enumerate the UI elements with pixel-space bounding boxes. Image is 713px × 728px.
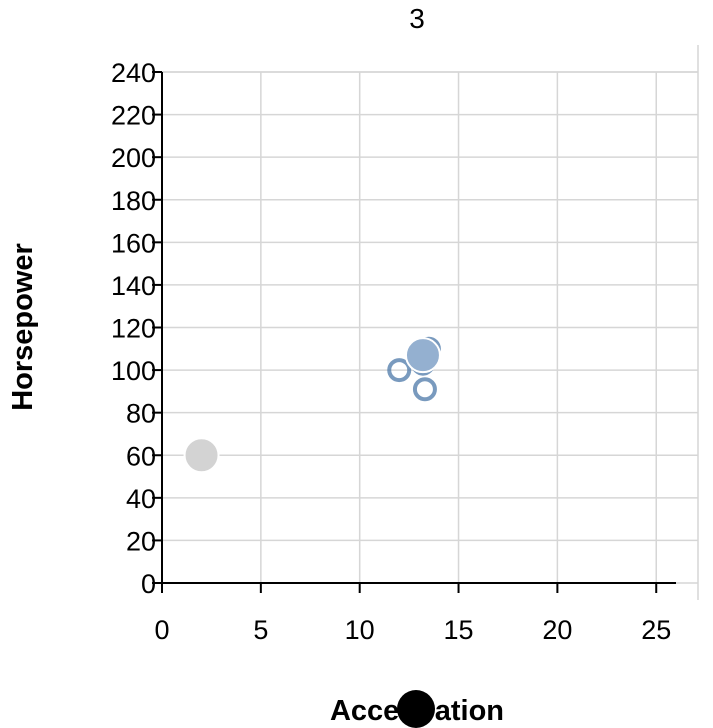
y-tick-label: 220 bbox=[111, 101, 156, 131]
data-points bbox=[183, 336, 441, 474]
grid bbox=[161, 71, 698, 584]
y-tick-label: 20 bbox=[126, 526, 156, 556]
x-tick-label: 25 bbox=[641, 615, 671, 645]
data-point bbox=[183, 437, 220, 474]
y-tick-label: 60 bbox=[126, 441, 156, 471]
x-tick-label: 5 bbox=[253, 615, 268, 645]
y-tick-label: 180 bbox=[111, 186, 156, 216]
axes: 0 20 40 60 80 100 120 140 160 180 200 220 240 0 5 10 15 2… bbox=[111, 58, 676, 645]
x-tick-label: 10 bbox=[345, 615, 375, 645]
data-point bbox=[404, 337, 441, 374]
y-tick-label: 140 bbox=[111, 271, 156, 301]
y-tick-label: 100 bbox=[111, 356, 156, 386]
y-tick-label: 160 bbox=[111, 228, 156, 258]
y-tick-label: 0 bbox=[141, 569, 156, 599]
x-tick-label: 20 bbox=[542, 615, 572, 645]
data-point bbox=[412, 377, 437, 402]
x-tick-label: 0 bbox=[154, 615, 169, 645]
facet-title: 3 bbox=[409, 3, 425, 34]
cursor-dot bbox=[397, 690, 435, 728]
y-tick-label: 200 bbox=[111, 143, 156, 173]
x-tick-label: 15 bbox=[444, 615, 474, 645]
y-axis-title: Horsepower bbox=[7, 243, 39, 411]
y-tick-label: 80 bbox=[126, 399, 156, 429]
data-point bbox=[387, 358, 412, 383]
y-tick-label: 120 bbox=[111, 314, 156, 344]
y-tick-label: 240 bbox=[111, 58, 156, 88]
y-tick-label: 40 bbox=[126, 484, 156, 514]
